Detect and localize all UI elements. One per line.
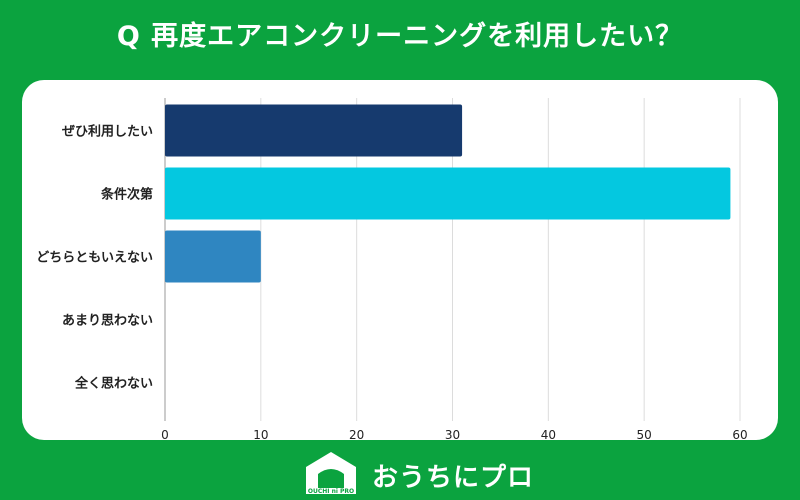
- logo-text: OUCHI ni PRO: [308, 488, 354, 495]
- category-label: どちらともいえない: [36, 251, 153, 266]
- x-tick-label: 0: [161, 428, 169, 440]
- bar: [165, 230, 261, 283]
- x-tick-label: 40: [541, 428, 556, 440]
- x-tick-label: 30: [445, 428, 460, 440]
- category-label: 全く思わない: [74, 376, 153, 392]
- chart-title: Q 再度エアコンクリーニングを利用したい？: [116, 21, 684, 52]
- category-label: 条件次第: [101, 187, 153, 203]
- bar-chart: 0 10 20 30 40 50 60 ぜひ利用したい条件次第どちらともいえないあまり思わない…: [36, 98, 748, 440]
- x-tick-label: 60: [732, 428, 747, 440]
- chart-card: 0 10 20 30 40 50 60 ぜひ利用したい条件次第どちらともいえないあまり思わない…: [22, 80, 778, 440]
- x-tick-label: 20: [349, 428, 364, 440]
- house-logo-icon: OUCHI ni PRO: [306, 452, 356, 495]
- brand-name: おうちにプロ: [372, 463, 535, 493]
- category-label: ぜひ利用したい: [62, 124, 153, 140]
- footer: OUCHI ni PRO おうちにプロ: [0, 450, 800, 500]
- bar: [165, 167, 731, 220]
- bar: [165, 104, 463, 157]
- x-tick-label: 10: [253, 428, 268, 440]
- category-label: あまり思わない: [62, 314, 153, 329]
- x-tick-label: 50: [637, 428, 652, 440]
